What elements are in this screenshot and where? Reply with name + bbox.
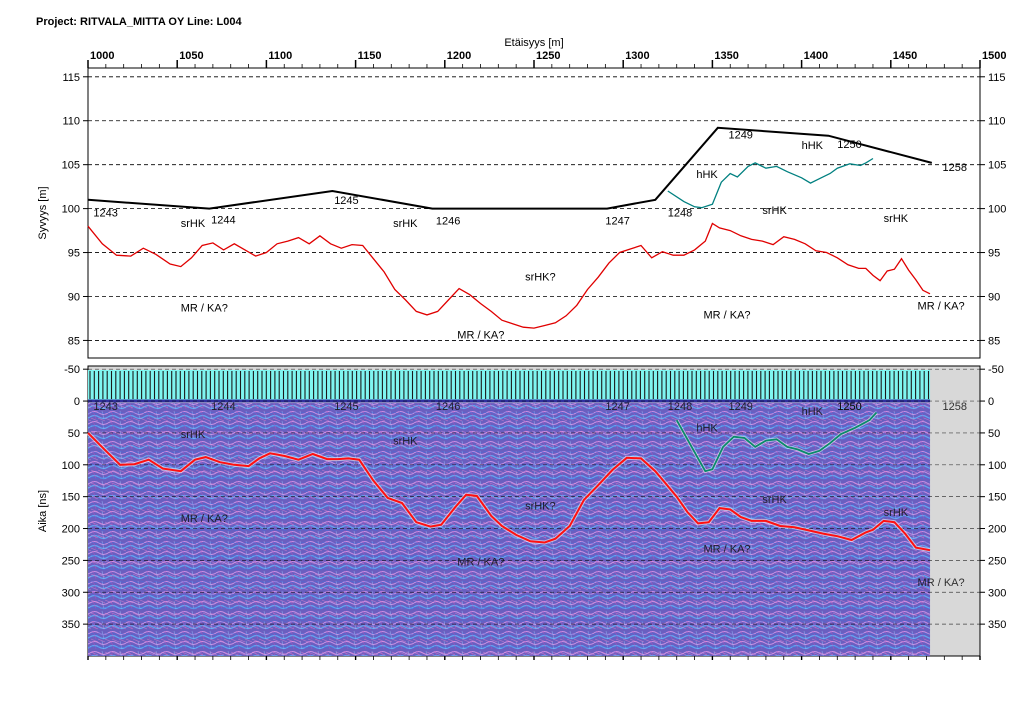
- y-tick-label: 50: [68, 428, 80, 440]
- annotation-label: srHK?: [525, 500, 556, 512]
- y-tick-label: 250: [62, 555, 80, 567]
- annotation-label: 1247: [605, 401, 629, 413]
- annotation-label: MR / KA?: [703, 544, 750, 556]
- y-tick-label: 115: [62, 72, 80, 84]
- annotation-label: hHK: [802, 140, 824, 152]
- x-axis-label: Etäisyys [m]: [504, 37, 563, 49]
- annotation-label: 1243: [93, 401, 117, 413]
- x-tick-label: 1150: [358, 50, 382, 62]
- y-tick-label: 85: [988, 335, 1000, 347]
- annotation-label: srHK: [181, 218, 206, 230]
- annotation-label: 1243: [93, 208, 117, 220]
- y-tick-label: 150: [62, 492, 80, 504]
- annotation-label: 1245: [334, 195, 358, 207]
- annotation-label: 1246: [436, 215, 460, 227]
- y-tick-label: 0: [988, 396, 994, 408]
- y-tick-label: 85: [68, 335, 80, 347]
- x-tick-label: 1500: [982, 50, 1006, 62]
- y-tick-label: 90: [68, 291, 80, 303]
- y-tick-label: 300: [62, 587, 80, 599]
- depth-panel: 115 115 110 110 105 105 100 100 95 95 90 90 85 85 1000…: [37, 37, 1006, 359]
- sediment-bottom-line: [87, 222, 931, 329]
- y-tick-label: 110: [62, 116, 80, 128]
- x-tick-label: 1400: [804, 50, 828, 62]
- annotation-label: 1248: [668, 208, 692, 220]
- y-tick-label: 0: [74, 396, 80, 408]
- surface-line: [87, 126, 933, 210]
- y-tick-label: 150: [988, 492, 1006, 504]
- x-tick-label: 1250: [536, 50, 560, 62]
- ice-horizon-line: [675, 411, 878, 473]
- y-tick-label: 100: [988, 460, 1006, 472]
- x-tick-label: 1200: [447, 50, 471, 62]
- y-tick-label: 100: [62, 460, 80, 472]
- x-tick-label: 1450: [893, 50, 917, 62]
- annotation-label: hHK: [696, 169, 718, 181]
- y-tick-label: 95: [68, 248, 80, 260]
- y-tick-label: 100: [988, 204, 1006, 216]
- y-tick-label: 95: [988, 248, 1000, 260]
- annotation-label: 1248: [668, 401, 692, 413]
- project-title: Project: RITVALA_MITTA OY Line: L004: [36, 16, 242, 28]
- annotation-label: 1258: [943, 162, 967, 174]
- annotation-label: 1247: [605, 215, 629, 227]
- annotation-label: srHK: [762, 494, 787, 506]
- y-tick-label: -50: [64, 364, 80, 376]
- annotation-label: MR / KA?: [181, 302, 228, 314]
- annotation-label: MR / KA?: [181, 513, 228, 525]
- annotation-label: srHK: [181, 429, 206, 441]
- y-tick-label: 50: [988, 428, 1000, 440]
- annotation-label: 1244: [211, 401, 235, 413]
- y-tick-label: 350: [62, 619, 80, 631]
- annotation-label: 1249: [728, 401, 752, 413]
- sediment-horizon-line: [87, 432, 931, 552]
- annotation-label: 1258: [943, 401, 967, 413]
- x-tick-label: 1000: [90, 50, 114, 62]
- x-tick-label: 1300: [625, 50, 649, 62]
- plot-frame: [87, 67, 981, 359]
- y-axis-label: Syvyys [m]: [37, 186, 49, 239]
- annotation-label: srHK: [393, 218, 418, 230]
- y-tick-label: 90: [988, 291, 1000, 303]
- y-tick-label: 105: [62, 160, 80, 172]
- y-tick-label: 110: [988, 116, 1006, 128]
- annotation-label: srHK?: [525, 272, 556, 284]
- y-tick-label: 350: [988, 619, 1006, 631]
- y-tick-label: 250: [988, 555, 1006, 567]
- y-tick-label: 200: [988, 524, 1006, 536]
- annotation-label: srHK: [884, 213, 909, 225]
- y-tick-label: 200: [62, 524, 80, 536]
- x-tick-label: 1100: [268, 50, 292, 62]
- annotation-label: 1250: [837, 139, 861, 151]
- annotation-label: 1245: [334, 401, 358, 413]
- x-tick-label: 1050: [179, 50, 203, 62]
- y-tick-label: 105: [988, 160, 1006, 172]
- annotation-label: srHK: [762, 205, 787, 217]
- y-tick-label: 300: [988, 587, 1006, 599]
- y-tick-label: 115: [988, 72, 1006, 84]
- annotation-label: 1244: [211, 215, 235, 227]
- annotation-label: 1250: [837, 401, 861, 413]
- trace-marker-bar: [88, 370, 931, 402]
- annotation-label: hHK: [696, 423, 718, 435]
- annotation-label: srHK: [393, 435, 418, 447]
- x-tick-label: 1350: [714, 50, 738, 62]
- y-tick-label: -50: [988, 364, 1004, 376]
- annotation-label: srHK: [884, 507, 909, 519]
- annotation-label: MR / KA?: [703, 309, 750, 321]
- annotation-label: MR / KA?: [918, 301, 965, 313]
- annotation-label: MR / KA?: [918, 577, 965, 589]
- y-tick-label: 100: [62, 204, 80, 216]
- annotation-label: MR / KA?: [457, 556, 504, 568]
- annotation-label: hHK: [802, 406, 824, 418]
- annotation-label: 1249: [728, 129, 752, 141]
- y-axis-label: Aika [ns]: [37, 490, 49, 532]
- annotation-label: 1250: [837, 401, 861, 413]
- annotation-label: 1246: [436, 401, 460, 413]
- annotation-label: MR / KA?: [457, 330, 504, 342]
- radargram-panel: -50 -50 0 0 50 50 100 100 150 150 200 200 250 250 300 3…: [37, 364, 1006, 660]
- ice-bottom-line: [667, 157, 874, 209]
